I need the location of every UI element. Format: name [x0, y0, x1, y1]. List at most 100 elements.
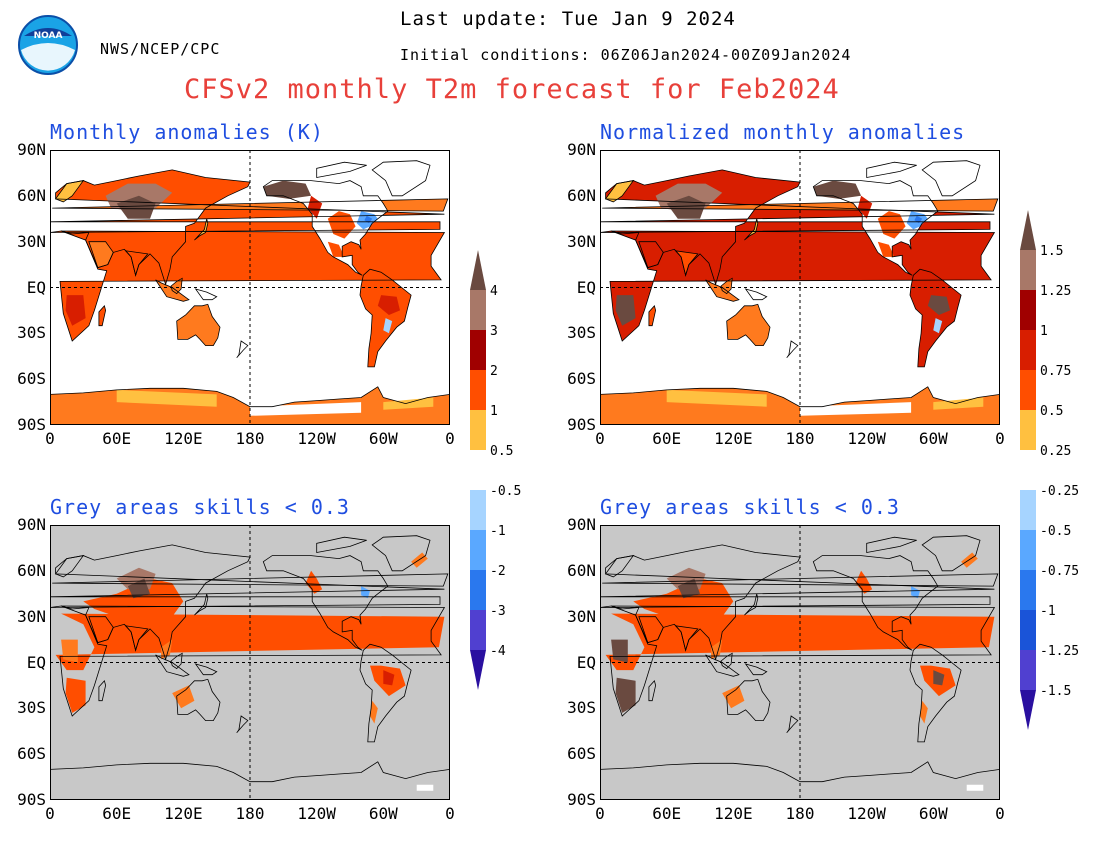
- map-panel-bottom-right: [600, 525, 1000, 800]
- colorbar-tick-label: -2: [490, 564, 506, 579]
- lat-tick-label: 60N: [567, 560, 596, 580]
- colorbar-segment: [470, 570, 486, 610]
- svg-text:NOAA: NOAA: [34, 31, 63, 41]
- colorbar-tick-label: 0.75: [1040, 364, 1071, 379]
- noaa-logo-icon: NOAA: [18, 14, 78, 76]
- lat-tick-label: 90N: [567, 515, 596, 534]
- colorbar-segment: [470, 370, 486, 410]
- colorbar-tick-label: 0.5: [1040, 404, 1063, 419]
- colorbar-segment: [1020, 290, 1036, 330]
- colorbar-tick-label: -0.25: [1040, 484, 1079, 499]
- lat-tick-label: 60N: [17, 185, 46, 205]
- lat-tick-label: EQ: [26, 652, 46, 672]
- colorbar-segment: [470, 450, 486, 490]
- colorbar-segment: [470, 250, 486, 290]
- lon-tick-label: 120E: [714, 804, 753, 823]
- lon-tick-label: 60W: [368, 429, 398, 448]
- map-panel-top-left: [50, 150, 450, 425]
- panel-title-bottom-left: Grey areas skills < 0.3: [50, 495, 350, 519]
- colorbar-segment: [1020, 370, 1036, 410]
- lat-tick-label: 90N: [17, 140, 46, 159]
- colorbar-right: 1.5 1.25 1 0.75 0.5 0.25 -0.25 -0.5 -0.75 -1 -1.25…: [1020, 210, 1079, 730]
- lat-tick-label: 90S: [17, 415, 46, 434]
- page-title: CFSv2 monthly T2m forecast for Feb2024: [184, 74, 840, 105]
- lat-tick-label: 90N: [17, 515, 46, 534]
- panel-title-bottom-right: Grey areas skills < 0.3: [600, 495, 900, 519]
- lon-tick-label: 0: [995, 804, 1005, 823]
- lon-tick-label: 180: [235, 429, 265, 448]
- colorbar-tick-label: 0.5: [490, 444, 513, 459]
- colorbar-tick-label: 2: [490, 364, 498, 379]
- colorbar-segment: [1020, 570, 1036, 610]
- colorbar-tick-label: -0.5: [490, 484, 521, 499]
- colorbar-tick-label: 3: [490, 324, 498, 339]
- agency-label: NWS/NCEP/CPC: [100, 40, 221, 58]
- lon-tick-label: 60W: [918, 429, 948, 448]
- colorbar-segment: [1020, 690, 1036, 730]
- lon-tick-label: 120E: [164, 804, 203, 823]
- colorbar-segment: [470, 530, 486, 570]
- colorbar-segment: [470, 610, 486, 650]
- initial-conditions: Initial conditions: 06Z06Jan2024-00Z09Ja…: [400, 46, 852, 64]
- lon-tick-label: 120W: [847, 804, 886, 823]
- colorbar-segment: [1020, 410, 1036, 450]
- lat-tick-label: 30N: [567, 606, 596, 626]
- lon-tick-label: 120W: [297, 429, 336, 448]
- lon-tick-label: 0: [595, 804, 605, 823]
- colorbar-tick-label: 1.25: [1040, 284, 1071, 299]
- lon-tick-label: 120E: [714, 429, 753, 448]
- colorbar-segment: [1020, 210, 1036, 250]
- colorbar-segment: [1020, 610, 1036, 650]
- lon-tick-label: 0: [445, 804, 455, 823]
- lon-tick-label: 60E: [652, 429, 682, 448]
- lon-tick-label: 60W: [368, 804, 398, 823]
- lon-tick-label: 0: [45, 429, 55, 448]
- colorbar-tick-label: -3: [490, 604, 506, 619]
- lon-tick-label: 180: [785, 429, 815, 448]
- lat-tick-label: 30N: [17, 606, 46, 626]
- lat-tick-label: 90S: [17, 790, 46, 809]
- lat-tick-label: 60S: [17, 744, 46, 764]
- lat-tick-label: 90N: [567, 140, 596, 159]
- colorbar-tick-label: -4: [490, 644, 506, 659]
- lon-tick-label: 0: [45, 804, 55, 823]
- lon-tick-label: 180: [785, 804, 815, 823]
- colorbar-segment: [470, 490, 486, 530]
- colorbar-tick-label: 1: [1040, 324, 1048, 339]
- last-update: Last update: Tue Jan 9 2024: [400, 8, 736, 30]
- lat-tick-label: EQ: [26, 277, 46, 297]
- lat-tick-label: EQ: [576, 652, 596, 672]
- lat-tick-label: EQ: [576, 277, 596, 297]
- lat-tick-label: 60N: [17, 560, 46, 580]
- lon-tick-label: 60E: [102, 804, 132, 823]
- lon-tick-label: 60W: [918, 804, 948, 823]
- lon-tick-label: 0: [595, 429, 605, 448]
- colorbar-tick-label: -0.75: [1040, 564, 1079, 579]
- colorbar-tick-label: -1: [1040, 604, 1056, 619]
- colorbar-segment: [1020, 450, 1036, 490]
- map-panel-top-right: [600, 150, 1000, 425]
- lat-tick-label: 30N: [17, 231, 46, 251]
- colorbar-tick-label: -1: [490, 524, 506, 539]
- colorbar-segment: [1020, 650, 1036, 690]
- colorbar-segment: [1020, 530, 1036, 570]
- colorbar-tick-label: 0.25: [1040, 444, 1071, 459]
- colorbar-tick-label: 1.5: [1040, 244, 1063, 259]
- lon-tick-label: 120W: [297, 804, 336, 823]
- lat-tick-label: 60S: [567, 744, 596, 764]
- colorbar-segment: [470, 410, 486, 450]
- colorbar-segment: [470, 330, 486, 370]
- lat-tick-label: 30S: [17, 323, 46, 343]
- lon-tick-label: 60E: [652, 804, 682, 823]
- lon-tick-label: 60E: [102, 429, 132, 448]
- colorbar-tick-label: 4: [490, 284, 498, 299]
- lat-tick-label: 60N: [567, 185, 596, 205]
- colorbar-tick-label: 1: [490, 404, 498, 419]
- colorbar-segment: [1020, 250, 1036, 290]
- colorbar-tick-label: -0.5: [1040, 524, 1071, 539]
- colorbar-left: 4 3 2 1 0.5 -0.5 -1 -2 -3 -4: [470, 250, 521, 690]
- lon-tick-label: 180: [235, 804, 265, 823]
- colorbar-tick-label: -1.5: [1040, 684, 1071, 699]
- lat-tick-label: 30S: [17, 698, 46, 718]
- lon-tick-label: 120E: [164, 429, 203, 448]
